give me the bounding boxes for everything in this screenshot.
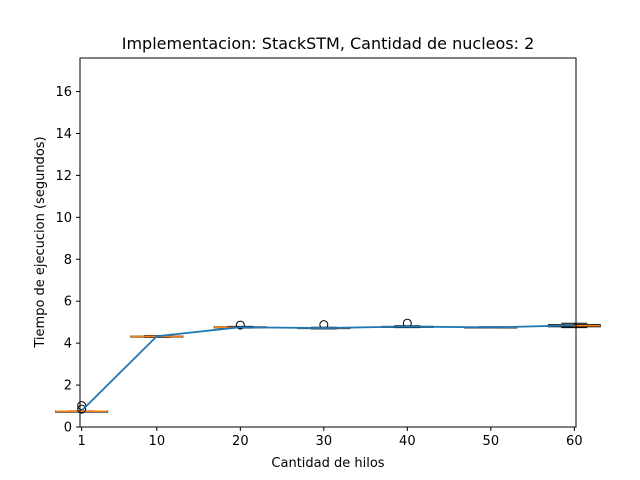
plot-area: 1 10 20 30 40 50 60 0 2 4 6 8 10 12 14 16 bbox=[55, 85, 601, 449]
x-tick-label-1: 10 bbox=[149, 434, 166, 449]
y-tick-label-7: 14 bbox=[55, 127, 72, 142]
y-tick-label-2: 4 bbox=[64, 337, 72, 352]
x-tick-label-6: 60 bbox=[566, 434, 583, 449]
x-tick-label-4: 40 bbox=[399, 434, 416, 449]
y-tick-label-4: 8 bbox=[64, 253, 72, 268]
x-tick-label-0: 1 bbox=[78, 434, 86, 449]
chart-title: Implementacion: StackSTM, Cantidad de nu… bbox=[122, 34, 535, 53]
plot-frame bbox=[79, 57, 577, 428]
x-axis-label: Cantidad de hilos bbox=[271, 456, 384, 471]
y-tick-label-1: 2 bbox=[64, 379, 72, 394]
x-tick-label-3: 30 bbox=[316, 434, 333, 449]
box-outlier-0-0 bbox=[77, 404, 87, 414]
y-tick-label-5: 10 bbox=[55, 211, 72, 226]
y-axis-label: Tiempo de ejecucion (segundos) bbox=[33, 136, 48, 348]
mean-line bbox=[81, 324, 575, 412]
box-0 bbox=[55, 401, 109, 414]
y-tick-label-8: 16 bbox=[55, 85, 72, 100]
y-tick-label-3: 6 bbox=[64, 295, 72, 310]
x-tick-label-2: 20 bbox=[232, 434, 249, 449]
y-tick-label-6: 12 bbox=[55, 169, 72, 184]
box-outlier-2-0 bbox=[235, 320, 245, 330]
y-tick-label-0: 0 bbox=[64, 421, 72, 436]
x-tick-label-5: 50 bbox=[483, 434, 500, 449]
